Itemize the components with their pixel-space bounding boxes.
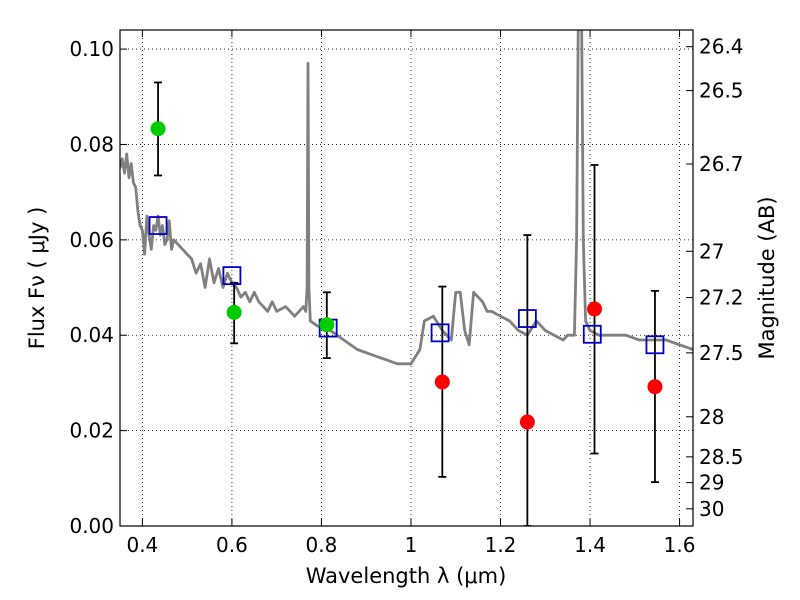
nir-photometry-point [647, 379, 663, 395]
x-tick-label: 0.6 [216, 533, 248, 557]
y-tick-label: 0.08 [69, 132, 114, 156]
model-band-square [148, 216, 168, 235]
y-tick-label: 0.02 [69, 419, 114, 443]
y-axis-label: Flux Fν ( μJy ) [25, 207, 49, 350]
sed-model-line [120, 30, 693, 366]
y-tick-label: 0.06 [69, 228, 114, 252]
optical-photometry-point [226, 304, 242, 320]
y2-tick-label: 27.2 [699, 286, 744, 310]
grid-lines [120, 30, 693, 526]
axis-ticks: 0.4 0.6 0.8 1 1.2 1.4 1.6 0.00 0.02 0.04 0.06 0.08 0… [69, 30, 744, 557]
x-axis-label: Wavelength λ (μm) [306, 564, 507, 588]
optical-photometry-point [319, 317, 335, 333]
model-band-square [582, 324, 602, 344]
model-band-square [430, 323, 450, 343]
x-tick-label: 1 [405, 533, 418, 557]
y2-tick-label: 28 [699, 405, 724, 429]
nir-photometry-point [434, 374, 450, 390]
x-tick-label: 1.4 [574, 533, 606, 557]
nir-photometry-point [519, 414, 535, 430]
y2-tick-label: 26.7 [699, 152, 744, 176]
nir-photometry-point [587, 301, 603, 317]
y2-axis-label: Magnitude (AB) [755, 196, 779, 359]
y2-tick-label: 29 [699, 471, 724, 495]
y2-tick-label: 30 [699, 497, 724, 521]
sed-model-layer [120, 30, 693, 366]
x-tick-label: 0.4 [126, 533, 158, 557]
y2-tick-label: 26.4 [699, 35, 744, 59]
y-tick-label: 0.04 [69, 323, 114, 347]
data-markers [148, 121, 665, 430]
x-tick-label: 1.6 [664, 533, 696, 557]
y2-tick-label: 26.5 [699, 79, 744, 103]
y2-tick-label: 27.5 [699, 341, 744, 365]
y2-tick-label: 27 [699, 239, 724, 263]
y-tick-label: 0.10 [69, 37, 114, 61]
model-band-square [517, 309, 537, 328]
optical-photometry-point [150, 121, 166, 137]
plot-frame [119, 29, 694, 527]
y-tick-label: 0.00 [69, 514, 114, 538]
model-band-square [645, 335, 665, 355]
x-tick-label: 0.8 [306, 533, 338, 557]
model-band-square [222, 266, 242, 286]
x-tick-label: 1.2 [485, 533, 517, 557]
y2-tick-label: 28.5 [699, 445, 744, 469]
